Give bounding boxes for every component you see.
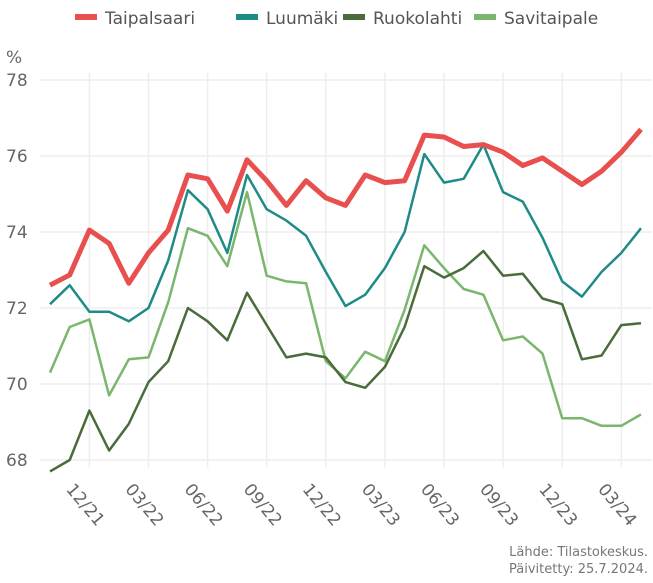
y-tick-label: 78	[6, 71, 28, 91]
legend-swatch	[343, 14, 365, 20]
x-tick-label: 12/22	[298, 480, 345, 530]
legend-swatch	[474, 14, 496, 20]
x-tick-label: 09/22	[239, 480, 286, 530]
legend-label: Taipalsaari	[104, 9, 195, 29]
updated: Päivitetty: 25.7.2024.	[509, 562, 648, 577]
x-tick-label: 12/21	[62, 480, 109, 530]
legend-swatch	[75, 14, 97, 20]
legend-swatch	[236, 14, 258, 20]
x-tick-label: 12/23	[534, 480, 581, 530]
x-tick-label: 03/22	[121, 480, 168, 530]
y-tick-label: 68	[6, 451, 28, 471]
series-line	[49, 249, 642, 473]
x-tick-label: 06/23	[416, 480, 463, 530]
series-line	[49, 143, 642, 323]
legend-label: Ruokolahti	[373, 9, 462, 29]
x-tick-label: 06/22	[180, 480, 227, 530]
legend-label: Luumäki	[266, 9, 338, 29]
x-tick-label: 03/23	[357, 480, 404, 530]
legend-label: Savitaipale	[504, 9, 598, 29]
series-line	[48, 127, 643, 288]
x-tick-label: 09/23	[475, 480, 522, 530]
x-tick-label: 03/24	[593, 480, 640, 530]
source: Lähde: Tilastokeskus.	[509, 545, 648, 560]
y-tick-label: 74	[6, 223, 28, 243]
y-axis-label: %	[6, 48, 22, 68]
y-tick-label: 70	[6, 375, 28, 395]
y-tick-label: 76	[6, 147, 28, 167]
series-line	[48, 190, 642, 428]
y-tick-label: 72	[6, 299, 28, 319]
